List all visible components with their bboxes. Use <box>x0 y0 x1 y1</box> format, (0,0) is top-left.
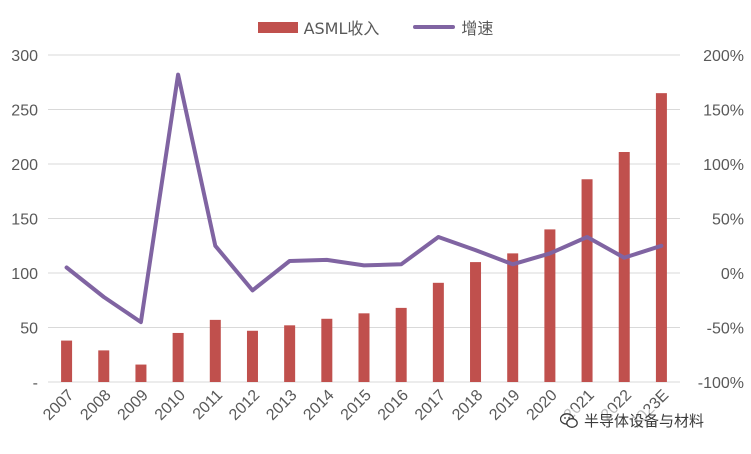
right-axis-tick-label: 50% <box>712 212 744 229</box>
bar <box>470 262 482 382</box>
legend-label-revenue: ASML收入 <box>303 19 380 38</box>
bar <box>432 282 444 382</box>
x-axis-tick-label: 2010 <box>152 387 189 424</box>
x-axis-tick-label: 2007 <box>40 387 77 424</box>
bar <box>61 340 73 382</box>
legend-item-growth: 增速 <box>413 15 493 39</box>
legend-label-growth: 增速 <box>461 19 494 38</box>
watermark: 半导体设备与材料 <box>556 409 709 432</box>
bar <box>358 313 370 382</box>
x-axis-tick-label: 2012 <box>226 387 263 424</box>
wechat-icon <box>560 412 578 428</box>
bar <box>172 332 184 382</box>
legend-swatch-bar <box>257 21 298 33</box>
x-axis-tick-label: 2014 <box>300 387 337 424</box>
left-axis-tick-label: - <box>33 375 38 392</box>
legend-swatch-line <box>413 25 456 29</box>
bar <box>284 325 296 382</box>
bar <box>209 319 221 382</box>
x-axis-tick-label: 2016 <box>375 387 412 424</box>
right-axis-tick-label: -50% <box>707 321 744 338</box>
left-axis-tick-label: 200 <box>11 157 38 174</box>
bar <box>98 350 110 382</box>
right-axis-tick-label: 200% <box>703 48 744 65</box>
bar <box>655 93 667 383</box>
right-axis-tick-label: -100% <box>698 375 744 392</box>
left-axis-tick-label: 250 <box>11 103 38 120</box>
x-axis-tick-label: 2019 <box>486 387 523 424</box>
bar <box>321 318 333 382</box>
bar <box>135 364 147 382</box>
right-axis-tick-label: 150% <box>703 103 744 120</box>
right-axis-tick-label: 100% <box>703 157 744 174</box>
left-axis-tick-label: 150 <box>11 212 38 229</box>
bar <box>581 179 593 382</box>
growth-line <box>64 72 664 325</box>
x-axis-tick-label: 2017 <box>412 387 449 424</box>
x-axis-tick-label: 2018 <box>449 387 486 424</box>
x-axis-tick-label: 2011 <box>190 387 226 423</box>
legend-item-revenue: ASML收入 <box>257 15 380 39</box>
x-axis-tick-label: 2009 <box>115 387 152 424</box>
left-axis-tick-label: 50 <box>20 321 38 338</box>
right-axis-tick-label: 0% <box>721 266 744 283</box>
x-axis-tick-label: 2015 <box>338 387 375 424</box>
bar <box>544 229 556 382</box>
bar <box>507 253 519 382</box>
watermark-text: 半导体设备与材料 <box>584 412 705 430</box>
bar <box>618 152 630 382</box>
legend: ASML收入 增速 <box>0 15 751 39</box>
bar <box>395 307 407 382</box>
bar <box>246 330 258 382</box>
left-axis-tick-label: 300 <box>11 48 38 65</box>
left-axis-tick-label: 100 <box>11 266 38 283</box>
x-axis-tick-label: 2013 <box>263 387 300 424</box>
x-axis-tick-label: 2008 <box>77 387 114 424</box>
